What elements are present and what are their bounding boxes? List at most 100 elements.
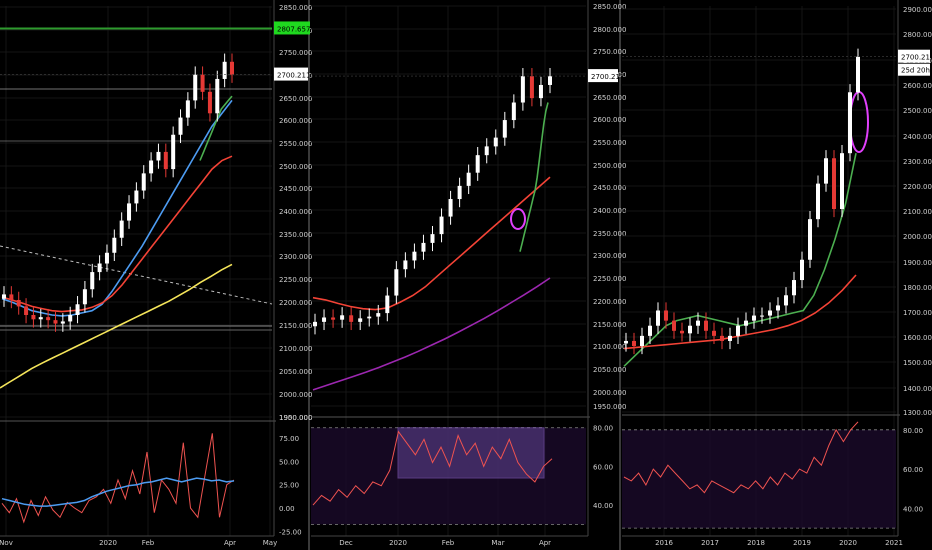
y-tick-label: 2300.000 xyxy=(593,252,626,260)
candle-body xyxy=(97,263,102,273)
candle-body xyxy=(394,269,399,296)
y-tick-label: 1600.000 xyxy=(903,334,932,342)
candle-body xyxy=(2,294,6,299)
candle-body xyxy=(664,310,668,321)
last-price-label: 2700.211 xyxy=(901,54,932,62)
moving-average-line xyxy=(199,95,233,161)
y-tick-label: 2750.000 xyxy=(279,49,312,57)
y-tick-label: 1700.000 xyxy=(903,309,932,317)
candle-body xyxy=(832,158,836,209)
candle-body xyxy=(82,289,87,305)
moving-average-line xyxy=(0,263,233,389)
candle-body xyxy=(728,335,732,341)
candle-body xyxy=(193,74,198,101)
candle-body xyxy=(16,299,21,307)
x-tick-label: Nov xyxy=(0,539,13,547)
oscillator-line xyxy=(312,430,553,506)
y-tick-label: 2200.000 xyxy=(593,298,626,306)
candle-body xyxy=(376,313,381,317)
candle-body xyxy=(53,320,58,324)
y-tick-label: 2250.000 xyxy=(279,276,312,284)
candle-body xyxy=(792,280,796,296)
candle-body xyxy=(502,120,507,138)
x-tick-label: 2021 xyxy=(885,539,903,547)
candle-body xyxy=(511,102,516,121)
rsi-background xyxy=(622,429,896,529)
panel-divider xyxy=(308,0,310,550)
candle-body xyxy=(672,320,676,331)
y-tick-label: 2300.000 xyxy=(903,158,932,166)
y-tick-label: 2100.000 xyxy=(593,343,626,351)
candle-body xyxy=(529,76,534,99)
y-tick-label: 2650.000 xyxy=(593,94,626,102)
level-price-tag xyxy=(274,21,310,35)
y-tick-label: 2850.000 xyxy=(593,3,626,11)
last-price-tag xyxy=(588,69,618,83)
y-tick-label: 2150.000 xyxy=(593,321,626,329)
y-tick-label: 2850.000 xyxy=(279,4,312,12)
y-tick-label: 1500.000 xyxy=(903,359,932,367)
y-tick-label: 2750.000 xyxy=(593,48,626,56)
candle-body xyxy=(736,325,740,336)
candle-body xyxy=(349,315,354,322)
x-tick-label: 2019 xyxy=(793,539,811,547)
y-tick-label: 2400.000 xyxy=(903,133,932,141)
moving-average-line xyxy=(519,102,549,252)
candle-body xyxy=(90,272,95,290)
level-price-label: 2807.657 xyxy=(277,25,310,33)
highlight-circle xyxy=(510,208,526,230)
y-tick-label: 2100.000 xyxy=(903,208,932,216)
y-tick-label: 1950.000 xyxy=(279,414,312,422)
last-price-tag xyxy=(898,49,930,63)
osc-tick-label: 60.00 xyxy=(903,466,923,474)
candle-body xyxy=(744,320,748,326)
osc-tick-label: 60.00 xyxy=(593,463,613,471)
candle-body xyxy=(24,306,29,315)
y-tick-label: 2800.000 xyxy=(593,26,626,34)
candle-body xyxy=(493,137,498,147)
candle-body xyxy=(784,295,788,306)
x-tick-label: May xyxy=(263,539,277,547)
candle-body xyxy=(457,185,462,200)
candle-body xyxy=(38,317,43,320)
x-tick-label: Dec xyxy=(339,539,353,547)
y-tick-label: 2300.000 xyxy=(279,253,312,261)
candle-body xyxy=(331,317,336,320)
candle-body xyxy=(816,183,820,220)
candle-body xyxy=(403,260,408,270)
countdown-label: 25d 20h xyxy=(901,67,930,75)
y-tick-label: 2050.000 xyxy=(279,368,312,376)
moving-average-line xyxy=(623,153,857,367)
y-tick-label: 2600.000 xyxy=(279,117,312,125)
candle-body xyxy=(448,199,453,217)
candle-body xyxy=(149,160,154,174)
y-tick-label: 2550.000 xyxy=(279,140,312,148)
y-tick-label: 2400.000 xyxy=(279,208,312,216)
x-tick-label: Feb xyxy=(142,539,155,547)
candle-body xyxy=(430,234,435,243)
candle-body xyxy=(696,320,700,326)
x-tick-label: 2016 xyxy=(655,539,673,547)
y-tick-label: 1800.000 xyxy=(903,284,932,292)
candle-body xyxy=(640,335,644,347)
candle-body xyxy=(520,76,525,103)
candle-body xyxy=(760,315,764,317)
candle-body xyxy=(207,91,212,114)
y-tick-label: 2000.000 xyxy=(903,233,932,241)
x-tick-label: Feb xyxy=(442,539,455,547)
candle-body xyxy=(856,56,860,93)
panel-divider xyxy=(619,0,621,550)
osc-tick-label: 40.00 xyxy=(593,502,613,510)
x-tick-label: 2018 xyxy=(747,539,765,547)
y-tick-label: 2000.000 xyxy=(593,389,626,397)
candle-body xyxy=(156,151,161,161)
candle-body xyxy=(752,315,756,321)
candle-body xyxy=(475,155,480,173)
oscillator-line xyxy=(1,433,235,524)
y-tick-label: 2500.000 xyxy=(903,107,932,115)
candle-body xyxy=(385,295,390,314)
y-tick-label: 2900.000 xyxy=(903,6,932,14)
osc-tick-label: 80.00 xyxy=(903,427,923,435)
moving-average-line xyxy=(1,155,233,313)
candle-body xyxy=(848,92,852,154)
